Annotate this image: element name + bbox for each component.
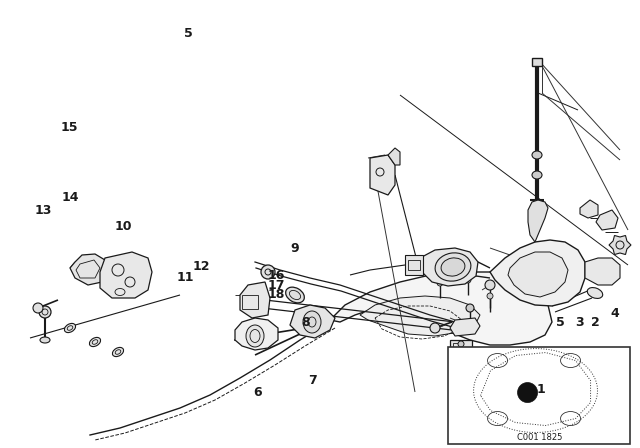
Text: 4: 4 xyxy=(610,307,619,320)
Bar xyxy=(453,343,461,351)
Polygon shape xyxy=(585,258,620,285)
Polygon shape xyxy=(235,318,278,350)
Text: 5: 5 xyxy=(184,27,193,40)
Text: 8: 8 xyxy=(301,316,310,329)
Text: 14: 14 xyxy=(61,190,79,204)
Polygon shape xyxy=(580,200,598,218)
Polygon shape xyxy=(609,236,631,254)
Polygon shape xyxy=(330,272,552,345)
Ellipse shape xyxy=(303,311,321,333)
Text: 6: 6 xyxy=(253,385,262,399)
Polygon shape xyxy=(508,252,568,297)
Bar xyxy=(450,340,472,358)
Text: 7: 7 xyxy=(308,374,317,388)
Ellipse shape xyxy=(285,287,305,303)
Polygon shape xyxy=(290,305,335,338)
Circle shape xyxy=(518,383,538,403)
Ellipse shape xyxy=(40,337,50,343)
Circle shape xyxy=(458,341,464,347)
Polygon shape xyxy=(240,282,270,318)
Polygon shape xyxy=(450,318,480,336)
Circle shape xyxy=(437,280,443,286)
Text: 15: 15 xyxy=(60,121,78,134)
Circle shape xyxy=(33,303,43,313)
Bar xyxy=(242,295,258,309)
Circle shape xyxy=(487,293,493,299)
Text: 1: 1 xyxy=(536,383,545,396)
Polygon shape xyxy=(528,200,548,242)
Ellipse shape xyxy=(435,253,471,281)
Polygon shape xyxy=(370,155,395,195)
Text: 9: 9 xyxy=(290,242,299,255)
Circle shape xyxy=(430,323,440,333)
Circle shape xyxy=(465,277,471,283)
Polygon shape xyxy=(360,296,480,336)
Text: 10: 10 xyxy=(115,220,132,233)
Ellipse shape xyxy=(65,323,76,332)
Text: 13: 13 xyxy=(34,204,52,217)
Circle shape xyxy=(466,304,474,312)
Polygon shape xyxy=(490,240,585,306)
Text: C001 1825: C001 1825 xyxy=(517,433,562,442)
Circle shape xyxy=(39,306,51,318)
Ellipse shape xyxy=(113,347,124,357)
Circle shape xyxy=(261,265,275,279)
Ellipse shape xyxy=(588,288,603,298)
Circle shape xyxy=(485,280,495,290)
Bar xyxy=(532,58,542,66)
Bar xyxy=(405,255,423,275)
Text: 2: 2 xyxy=(591,316,600,329)
Polygon shape xyxy=(596,210,618,230)
Bar xyxy=(408,260,420,270)
Text: 18: 18 xyxy=(268,288,285,302)
Bar xyxy=(448,347,630,444)
Polygon shape xyxy=(100,252,152,298)
Text: 17: 17 xyxy=(268,279,285,292)
Polygon shape xyxy=(70,254,108,285)
Text: 3: 3 xyxy=(575,316,584,329)
Text: 16: 16 xyxy=(268,269,285,282)
Ellipse shape xyxy=(532,151,542,159)
Polygon shape xyxy=(420,248,478,286)
Ellipse shape xyxy=(90,337,100,347)
Ellipse shape xyxy=(441,258,465,276)
Text: 5: 5 xyxy=(556,316,564,329)
Text: 11: 11 xyxy=(177,271,195,284)
Ellipse shape xyxy=(246,325,264,347)
Text: 12: 12 xyxy=(193,260,211,273)
Polygon shape xyxy=(388,148,400,165)
Ellipse shape xyxy=(532,171,542,179)
